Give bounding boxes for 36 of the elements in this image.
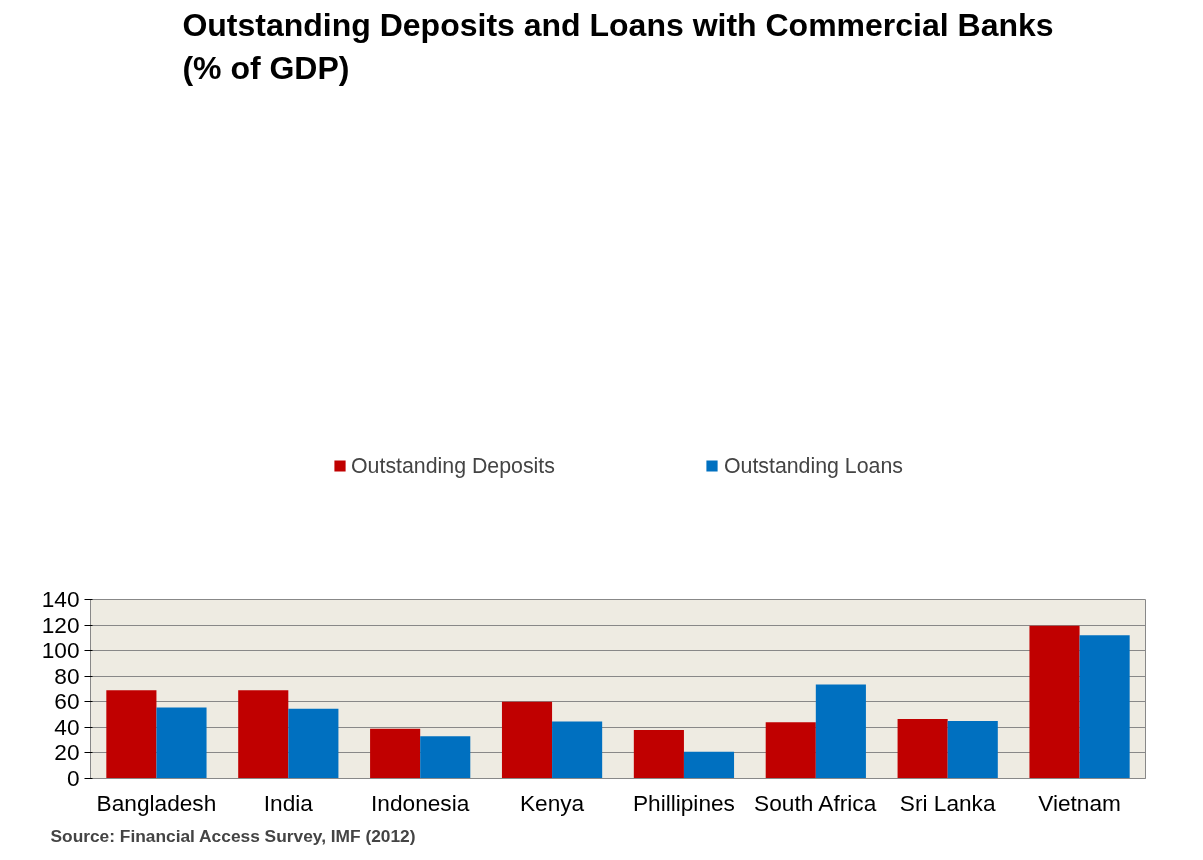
bar xyxy=(420,736,471,779)
legend-label: Outstanding Deposits xyxy=(351,453,555,479)
bar xyxy=(683,751,735,779)
bar xyxy=(765,722,816,779)
bar xyxy=(288,708,339,779)
x-tick-label: Sri Lanka xyxy=(899,789,996,816)
x-tick-label: South Africa xyxy=(754,789,877,816)
x-tick-label: Indonesia xyxy=(371,789,470,816)
y-tick-label: 60 xyxy=(54,688,80,715)
bar xyxy=(238,690,289,779)
x-tick-label: Bangladesh xyxy=(96,789,217,816)
source-note: Source: Financial Access Survey, IMF (2012) xyxy=(50,825,416,846)
x-tick-label: Vietnam xyxy=(1038,789,1121,816)
bar xyxy=(1079,635,1130,779)
bar xyxy=(1029,625,1080,779)
bar xyxy=(106,690,157,779)
chart-title: Outstanding Deposits and Loans with Commercial Banks (% of GDP) xyxy=(182,7,1054,87)
y-tick-label: 0 xyxy=(66,765,80,791)
bar xyxy=(633,729,684,779)
bar xyxy=(815,684,866,779)
bar xyxy=(156,707,207,779)
y-tick-label: 140 xyxy=(41,586,80,612)
bar xyxy=(552,721,603,779)
x-tick-label: Phillipines xyxy=(632,789,735,816)
y-tick-label: 100 xyxy=(41,637,80,664)
y-tick-label: 120 xyxy=(41,611,80,638)
bar xyxy=(370,728,421,779)
x-tick-label: India xyxy=(263,789,314,816)
y-tick-label: 20 xyxy=(54,739,80,766)
y-tick-label: 80 xyxy=(54,662,80,689)
bar xyxy=(947,720,998,779)
y-tick-label: 40 xyxy=(54,713,80,740)
x-tick-label: Kenya xyxy=(519,789,585,816)
bar xyxy=(897,719,948,779)
legend-label: Outstanding Loans xyxy=(723,453,903,479)
bar xyxy=(501,701,553,779)
